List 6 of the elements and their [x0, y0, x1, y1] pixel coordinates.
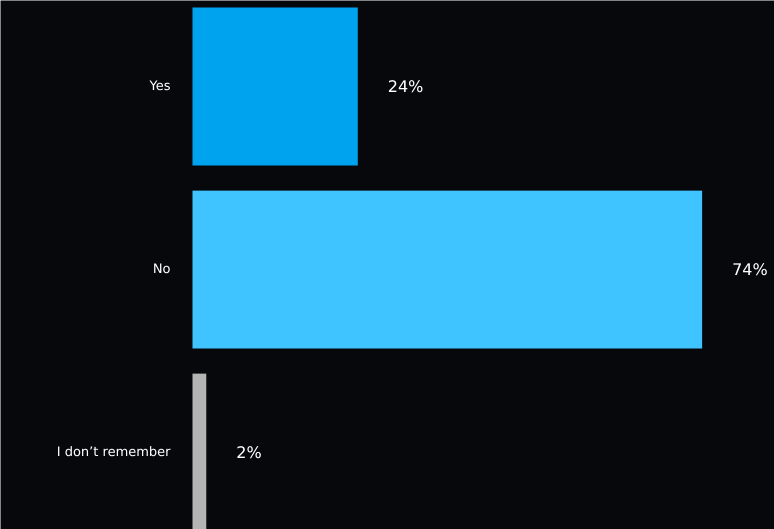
data-label: 2%	[236, 443, 262, 462]
data-label: 24%	[388, 77, 424, 96]
y-tick-label: Yes	[148, 79, 171, 94]
y-tick-label: No	[152, 262, 171, 278]
y-tick-label: I don’t remember	[56, 445, 172, 460]
data-label: 74%	[732, 260, 768, 280]
